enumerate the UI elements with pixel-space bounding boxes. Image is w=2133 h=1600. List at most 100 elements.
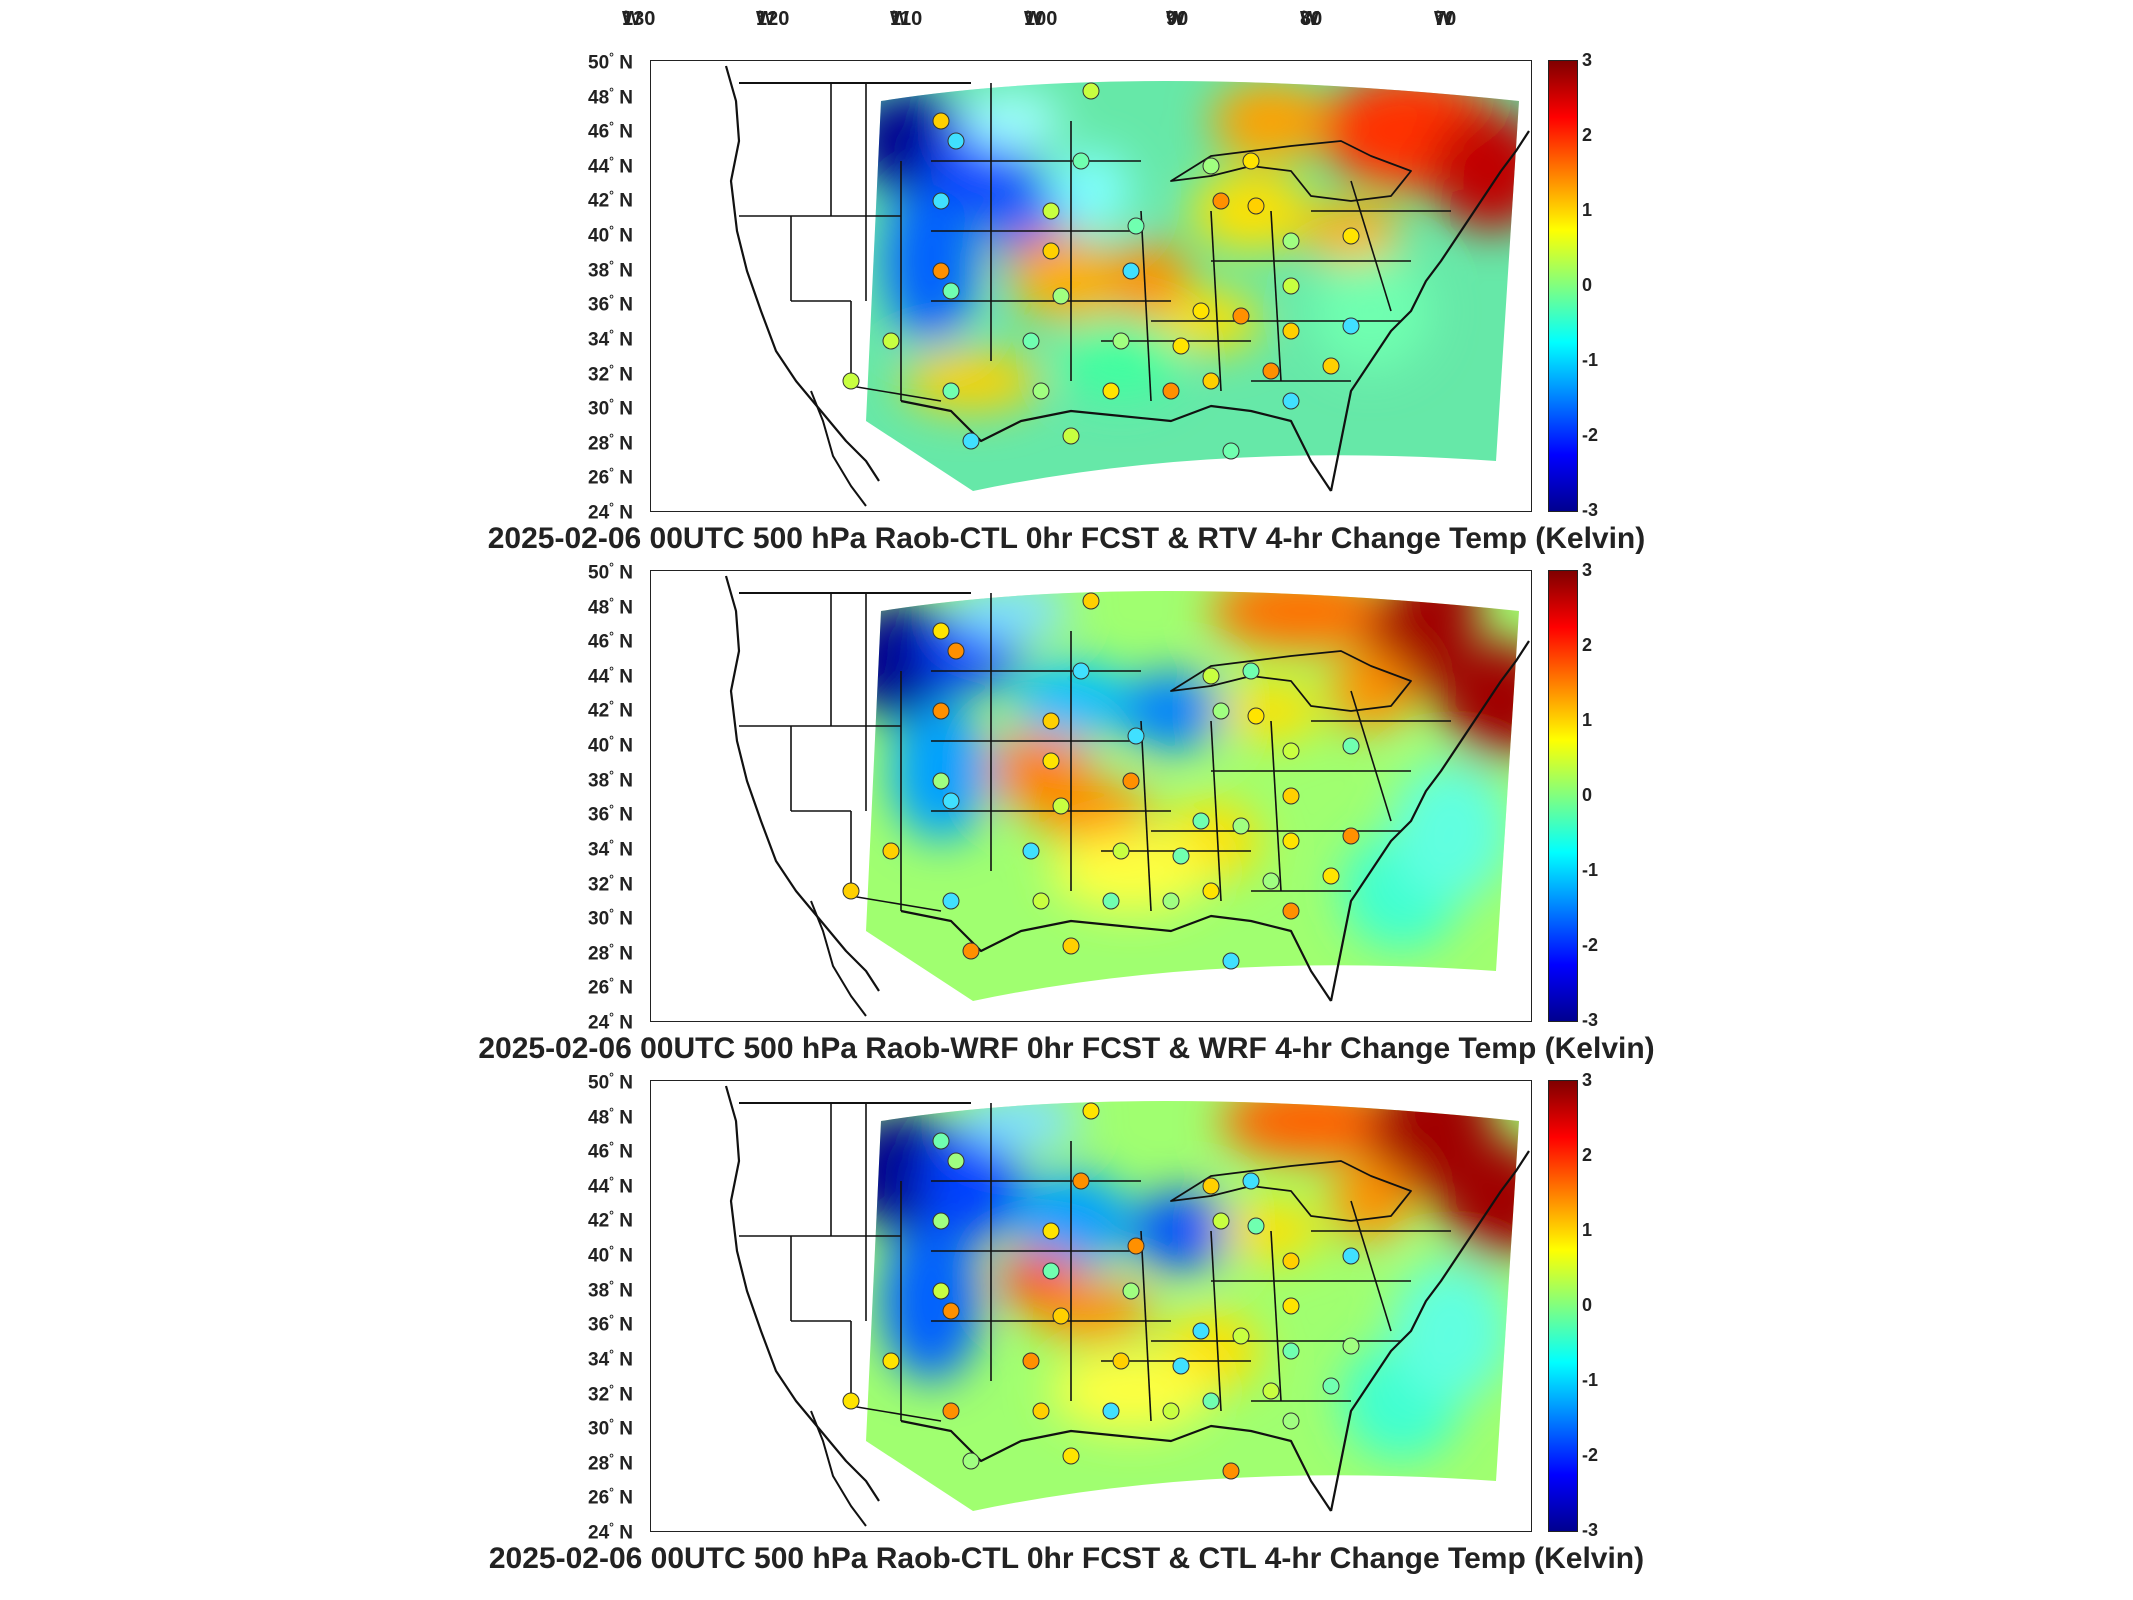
raob-station-marker — [1082, 592, 1100, 610]
great-lakes-outline — [1170, 1160, 1412, 1222]
raob-station-marker — [947, 642, 965, 660]
raob-station-marker — [947, 1152, 965, 1170]
raob-station-marker — [1282, 1342, 1300, 1360]
raob-station-marker — [842, 372, 860, 390]
map-canvas — [724, 65, 1530, 507]
map-frame-3 — [650, 1080, 1532, 1532]
raob-station-marker — [1052, 287, 1070, 305]
raob-station-marker — [932, 192, 950, 210]
panel-title-3: 2025-02-06 00UTC 500 hPa Raob-CTL 0hr FC… — [488, 1542, 1645, 1575]
raob-station-marker — [1202, 1392, 1220, 1410]
lat-label: 46° N — [588, 119, 633, 143]
raob-station-marker — [1032, 1402, 1050, 1420]
lat-label: 44° N — [588, 663, 633, 688]
raob-station-marker — [1122, 1282, 1140, 1300]
raob-station-marker — [942, 892, 960, 910]
lat-label: 46° N — [588, 629, 633, 653]
raob-station-marker — [1102, 892, 1120, 910]
raob-station-marker — [932, 622, 950, 640]
raob-station-marker — [1232, 307, 1250, 325]
colorbar-tick-label: 3 — [1582, 1070, 1593, 1090]
lat-label: 40° N — [588, 1243, 633, 1267]
colorbar-tick-label: 1 — [1582, 710, 1593, 730]
raob-station-marker — [1222, 952, 1240, 970]
raob-station-marker — [932, 262, 950, 280]
raob-station-marker — [1192, 1322, 1210, 1340]
raob-station-marker — [1042, 752, 1060, 770]
raob-station-marker — [1072, 662, 1090, 680]
lat-label: 50° N — [588, 50, 633, 74]
great-lakes-outline — [1170, 140, 1412, 202]
raob-station-marker — [942, 382, 960, 400]
raob-station-marker — [1202, 157, 1220, 175]
map-frame-1 — [650, 60, 1532, 512]
raob-station-marker — [1232, 817, 1250, 835]
lat-label: 48° N — [588, 84, 633, 108]
raob-station-marker — [1247, 197, 1265, 215]
raob-station-marker — [1122, 772, 1140, 790]
state-boundary — [1140, 720, 1152, 912]
raob-station-marker — [1342, 227, 1360, 245]
raob-station-marker — [882, 842, 900, 860]
raob-station-marker — [1282, 322, 1300, 340]
raob-station-marker — [1072, 1172, 1090, 1190]
raob-station-marker — [1082, 1102, 1100, 1120]
lat-label: 38° N — [588, 257, 633, 282]
lat-label: 24° N — [588, 500, 633, 524]
raob-station-marker — [1122, 262, 1140, 280]
raob-station-marker — [1052, 797, 1070, 815]
raob-station-marker — [1242, 1172, 1260, 1190]
colorbar-tick-label: 1 — [1582, 1220, 1593, 1240]
colorbar-tick-label: -2 — [1582, 935, 1599, 955]
raob-station-marker — [1102, 382, 1120, 400]
raob-station-marker — [962, 942, 980, 960]
great-lakes-outline — [1170, 650, 1412, 712]
raob-station-marker — [1322, 1377, 1340, 1395]
colorbar-tick-label: 2 — [1582, 125, 1593, 145]
raob-station-marker — [1282, 1412, 1300, 1430]
raob-station-marker — [1022, 332, 1040, 350]
raob-station-marker — [1282, 1252, 1300, 1270]
raob-station-marker — [1082, 82, 1100, 100]
raob-station-marker — [1172, 1357, 1190, 1375]
raob-station-marker — [1282, 902, 1300, 920]
colorbar-tick-label: -2 — [1582, 1445, 1599, 1465]
raob-station-marker — [1022, 1352, 1040, 1370]
raob-station-marker — [1282, 392, 1300, 410]
lat-label: 42° N — [588, 698, 633, 722]
raob-station-marker — [932, 112, 950, 130]
raob-station-marker — [1242, 662, 1260, 680]
raob-station-marker — [962, 432, 980, 450]
state-boundary — [1210, 210, 1222, 392]
lat-label: 36° N — [588, 802, 633, 826]
raob-station-marker — [962, 1452, 980, 1470]
east-coastline — [1329, 1150, 1530, 1512]
colorbar-tick-label: 2 — [1582, 1145, 1593, 1165]
lat-label: 42° N — [588, 188, 633, 212]
raob-station-marker — [1112, 842, 1130, 860]
lat-label: 48° N — [588, 1104, 633, 1128]
raob-station-marker — [1342, 1247, 1360, 1265]
raob-station-marker — [1042, 242, 1060, 260]
raob-station-marker — [1042, 1222, 1060, 1240]
raob-station-marker — [1212, 192, 1230, 210]
raob-station-marker — [1202, 1177, 1220, 1195]
state-boundary — [1210, 720, 1222, 902]
raob-station-marker — [1127, 727, 1145, 745]
raob-station-marker — [1172, 337, 1190, 355]
raob-station-marker — [1282, 832, 1300, 850]
state-boundary — [1270, 720, 1282, 892]
colorbar-1 — [1548, 60, 1578, 512]
state-boundary — [850, 385, 942, 402]
colorbar-tick-label: 3 — [1582, 560, 1593, 580]
raob-station-marker — [1262, 1382, 1280, 1400]
lat-label: 28° N — [588, 1450, 633, 1475]
lat-label: 40° N — [588, 733, 633, 757]
lat-label: 28° N — [588, 940, 633, 965]
lat-label: 40° N — [588, 223, 633, 247]
east-coastline — [1329, 130, 1530, 492]
state-boundary — [1350, 180, 1392, 312]
baja-coastline — [810, 1410, 867, 1527]
raob-station-marker — [1282, 1297, 1300, 1315]
raob-station-marker — [1042, 202, 1060, 220]
